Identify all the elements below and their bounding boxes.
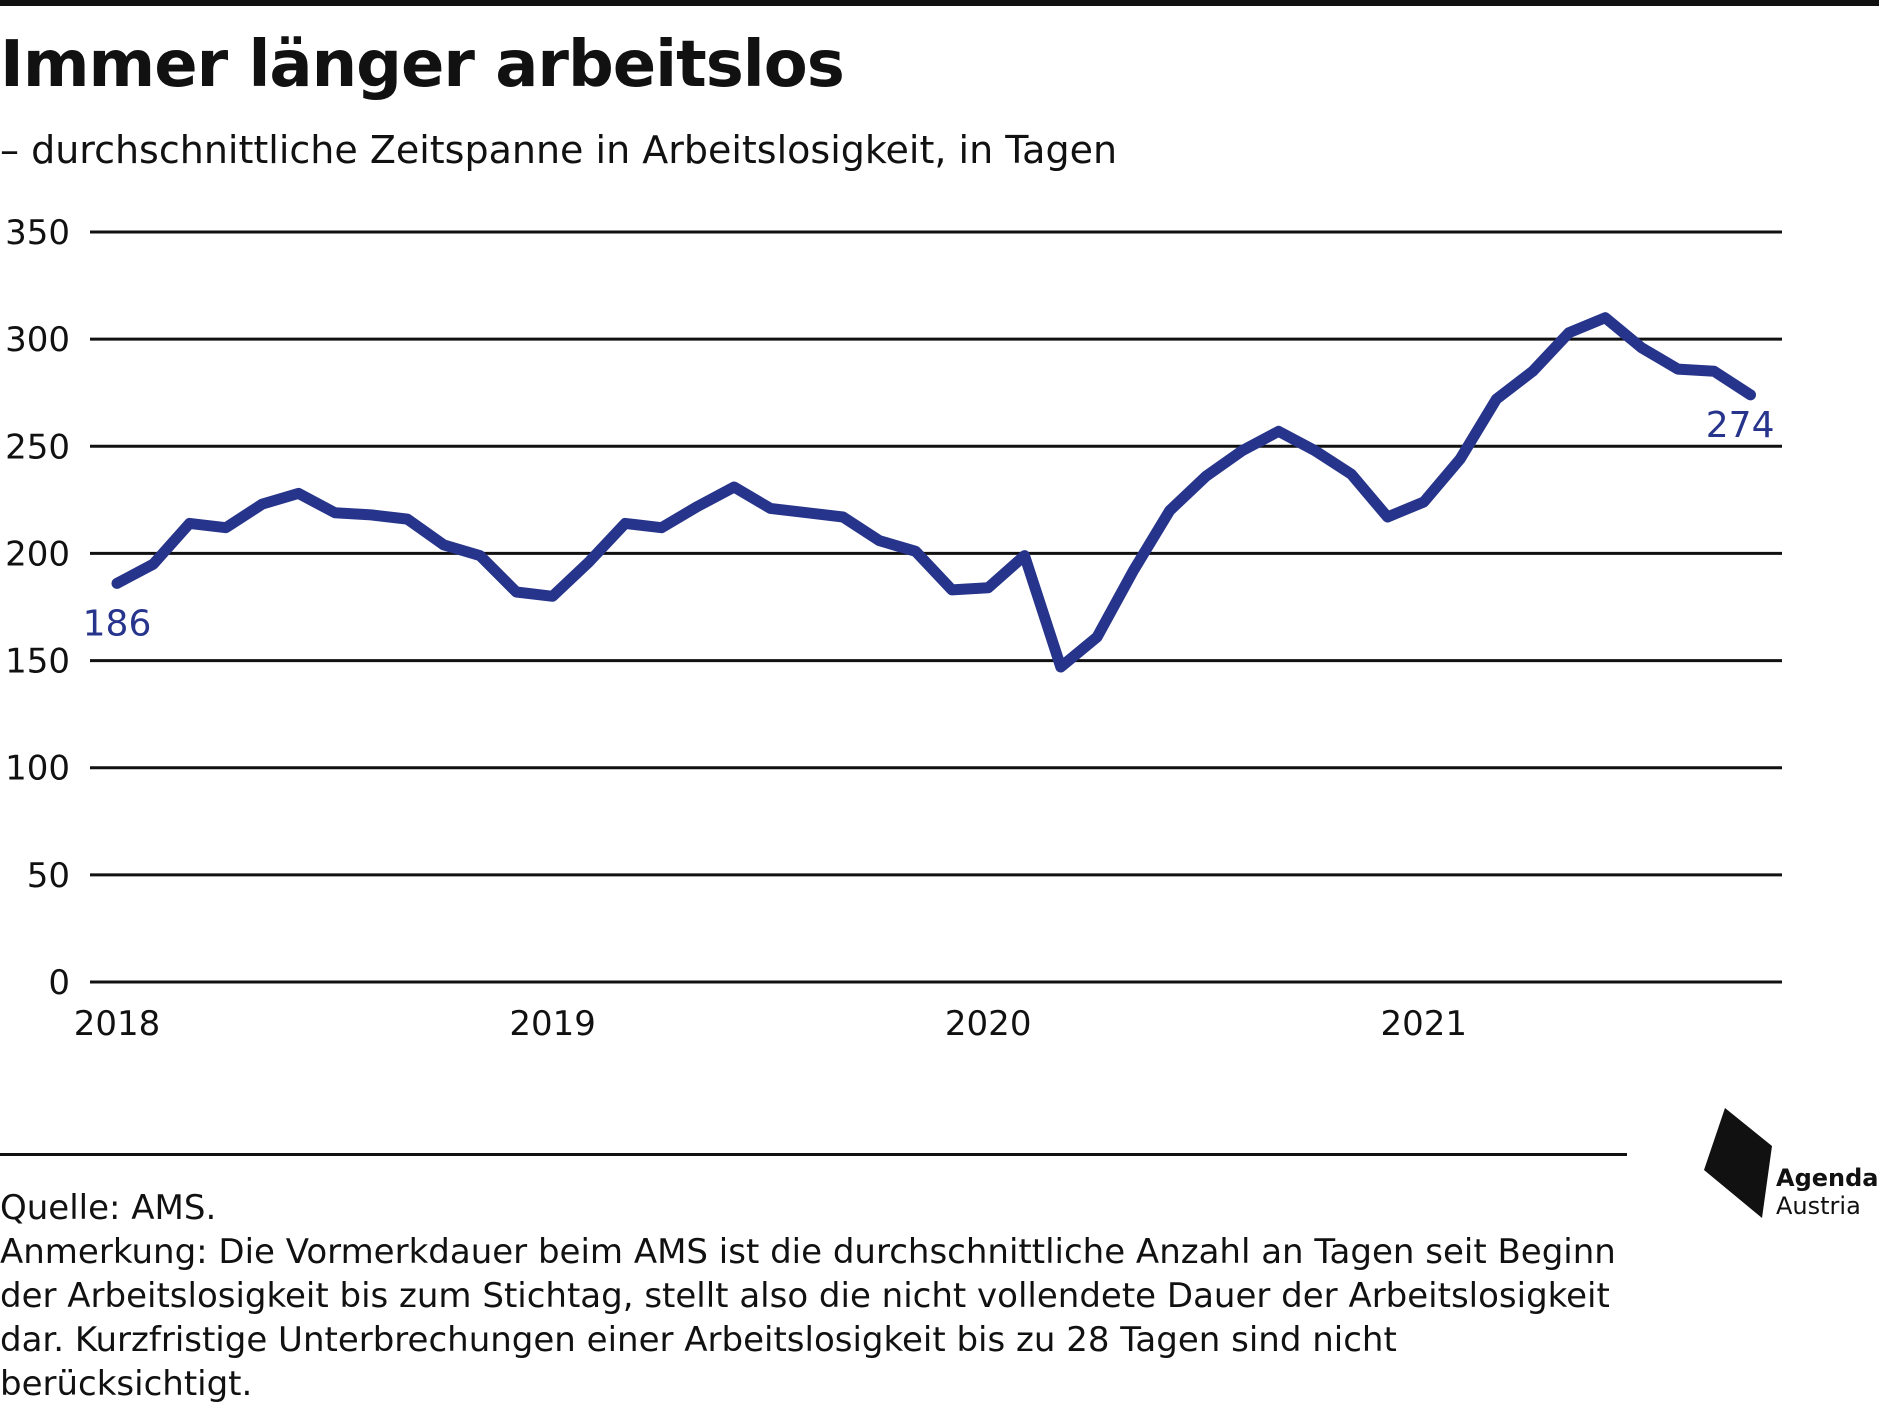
y-tick-label: 300 (5, 320, 70, 360)
series-layer (111, 312, 1756, 673)
footer-notes: Quelle: AMS. Anmerkung: Die Vormerkdauer… (0, 1186, 1640, 1406)
chart-title: Immer länger arbeitslos (0, 28, 845, 102)
data-label: 186 (83, 603, 152, 644)
y-tick-label: 250 (5, 427, 70, 467)
agenda-austria-logo-icon (1704, 1108, 1772, 1218)
top-rule (0, 0, 1879, 6)
data-label: 274 (1706, 405, 1775, 446)
logo-text: Agenda Austria (1776, 1164, 1879, 1220)
logo-line2: Austria (1776, 1192, 1861, 1220)
y-tick-label: 0 (48, 963, 70, 1003)
y-tick-label: 350 (5, 213, 70, 253)
remark-note: Anmerkung: Die Vormerkdauer beim AMS ist… (0, 1232, 1616, 1404)
x-tick-label: 2019 (509, 1004, 596, 1044)
x-tick-label: 2018 (74, 1004, 161, 1044)
y-tick-label: 100 (5, 749, 70, 789)
annotations: 186 274 (83, 405, 1775, 645)
line-chart: 0 50 100 150 200 250 300 350 2018 2019 2020 2021 1… (5, 213, 1782, 1044)
x-tick-labels: 2018 2019 2020 2021 (74, 1004, 1467, 1044)
series-line (111, 312, 1756, 673)
y-tick-label: 150 (5, 642, 70, 682)
source-note: Quelle: AMS. (0, 1188, 217, 1228)
logo-line1: Agenda (1776, 1164, 1879, 1192)
y-tick-label: 200 (5, 534, 70, 574)
gridlines (90, 230, 1782, 984)
chart-subtitle: – durchschnittliche Zeitspanne in Arbeit… (0, 128, 1118, 172)
footer-rule (0, 1153, 1627, 1156)
y-tick-labels: 0 50 100 150 200 250 300 350 (5, 213, 70, 1003)
x-tick-label: 2021 (1381, 1004, 1468, 1044)
y-tick-label: 50 (27, 856, 70, 896)
x-tick-label: 2020 (945, 1004, 1032, 1044)
